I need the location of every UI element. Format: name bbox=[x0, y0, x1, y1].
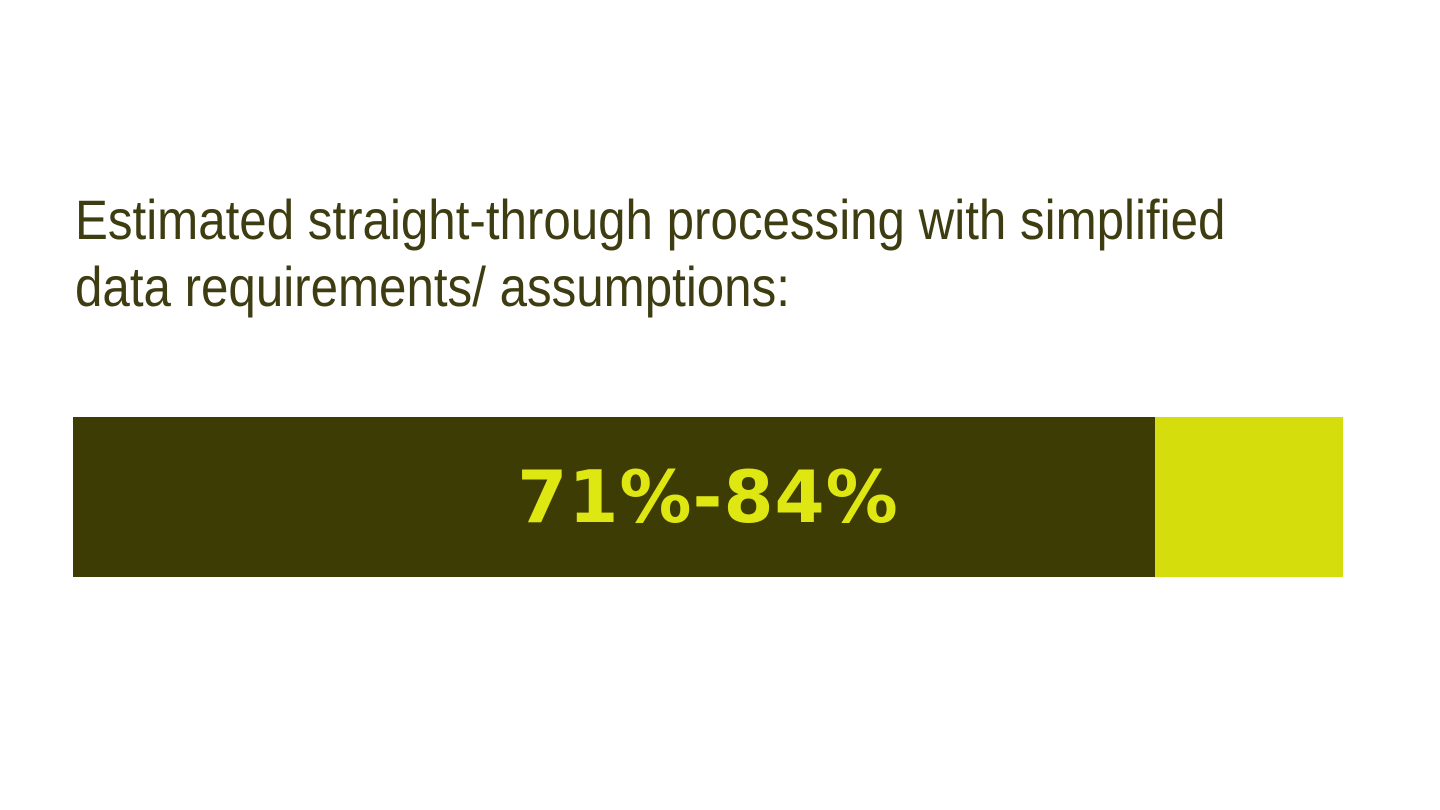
title-line-2: data requirements/ assumptions: bbox=[75, 255, 790, 318]
bar-value-label: 71%-84% bbox=[517, 455, 899, 539]
stp-range-bar: 71%-84% bbox=[73, 417, 1343, 577]
bar-dark-segment bbox=[73, 417, 1156, 577]
title-line-1: Estimated straight-through processing wi… bbox=[75, 188, 1226, 251]
slide-title: Estimated straight-through processing wi… bbox=[75, 186, 1382, 320]
